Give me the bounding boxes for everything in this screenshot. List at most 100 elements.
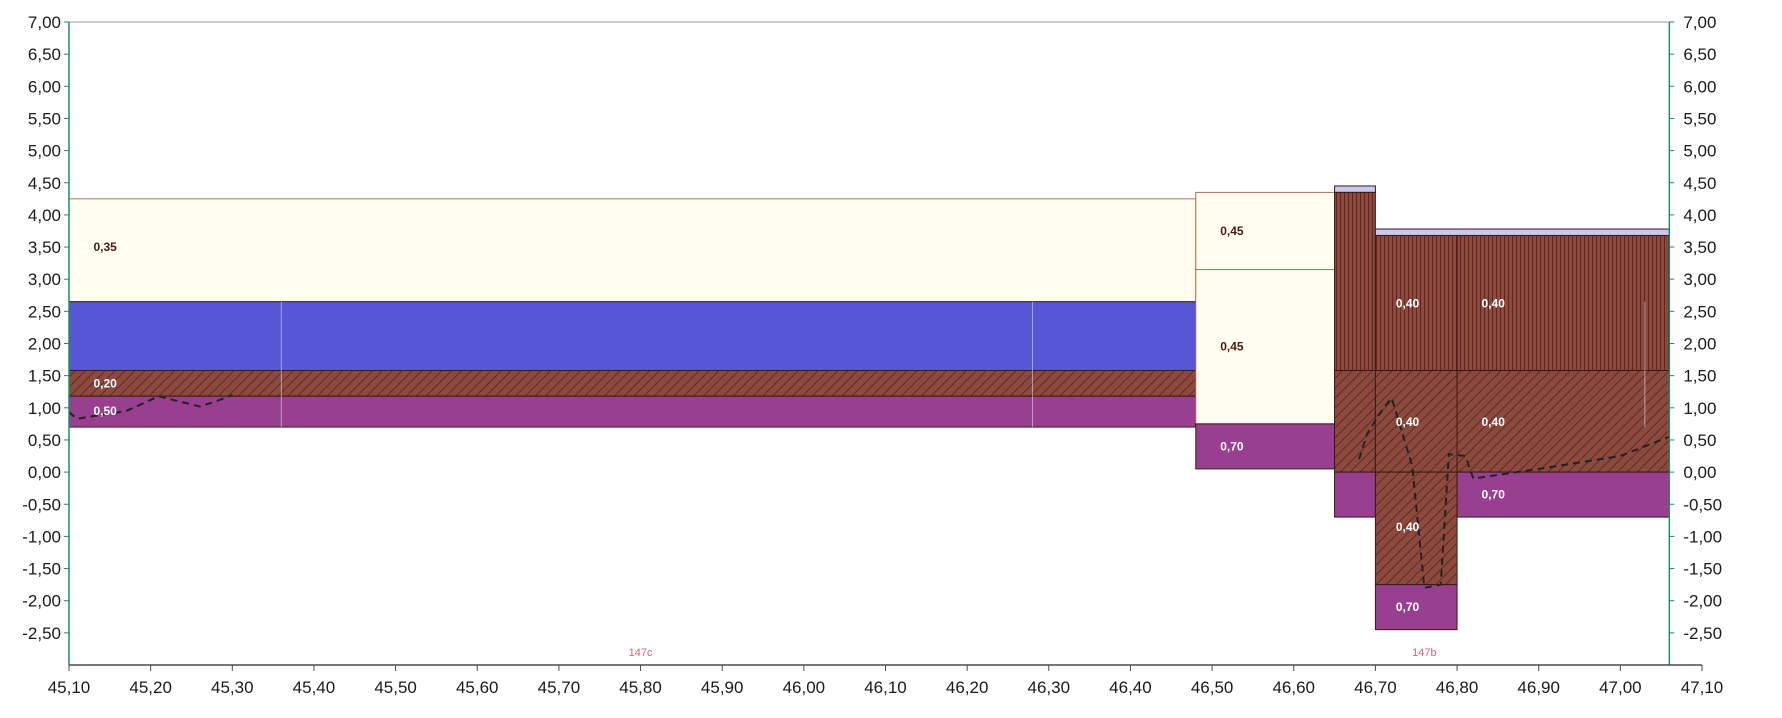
layer-thickness-label: 0,70 (1396, 600, 1420, 614)
layer-thickness-label: 0,40 (1482, 415, 1506, 429)
y-tick-label-left: -2,50 (22, 624, 61, 643)
y-tick-label-left: -2,00 (22, 592, 61, 611)
y-tick-label-left: -0,50 (22, 495, 61, 514)
x-tick-label: 45,90 (701, 678, 744, 697)
x-tick-label: 46,20 (946, 678, 989, 697)
layer-lavender-9 (1374, 228, 1670, 236)
y-tick-label-right: 5,50 (1683, 109, 1716, 128)
layer-thickness-label: 0,45 (1220, 340, 1244, 354)
y-tick-label-right: 7,00 (1683, 13, 1716, 32)
y-tick-label-left: 1,00 (28, 399, 61, 418)
x-tick-label: 46,80 (1436, 678, 1479, 697)
x-tick-label: 46,70 (1354, 678, 1397, 697)
y-tick-label-right: 1,00 (1683, 399, 1716, 418)
layer-thickness-label: 0,50 (93, 404, 117, 418)
y-tick-label-right: -2,00 (1683, 592, 1722, 611)
layer-thickness-label: 0,70 (1482, 488, 1506, 502)
y-tick-label-right: 2,00 (1683, 335, 1716, 354)
layer-thickness-label: 0,40 (1482, 297, 1506, 311)
y-tick-label-left: 6,00 (28, 77, 61, 96)
layer-purple-6 (1195, 423, 1336, 470)
y-tick-label-left: 5,50 (28, 109, 61, 128)
layer-purple-18 (1374, 584, 1458, 631)
layer-thickness-label: 0,40 (1396, 520, 1420, 534)
y-tick-label-right: 0,00 (1683, 463, 1716, 482)
y-tick-label-left: 1,50 (28, 367, 61, 386)
y-tick-label-right: 6,50 (1683, 45, 1716, 64)
x-tick-label: 45,80 (619, 678, 662, 697)
x-tick-label: 45,40 (293, 678, 336, 697)
y-tick-label-right: -2,50 (1683, 624, 1722, 643)
layer-purple-3 (68, 395, 1197, 428)
y-tick-label-left: -1,50 (22, 560, 61, 579)
x-tick-label: 45,20 (129, 678, 172, 697)
y-tick-label-left: 0,00 (28, 463, 61, 482)
layer-lavender-7 (1334, 185, 1376, 193)
x-tick-label: 46,30 (1028, 678, 1071, 697)
x-tick-label: 47,00 (1599, 678, 1642, 697)
section-dividers (280, 301, 1646, 428)
x-tick-label: 45,70 (538, 678, 581, 697)
layer-labels: 0,35 0,20 0,50 0,45 0,45 0,70 0,40 0,40 0,40 0,40… (93, 224, 1505, 659)
x-tick-label: 46,90 (1517, 678, 1560, 697)
x-tick-label: 46,00 (783, 678, 826, 697)
layer-brown-vert-11 (1456, 234, 1670, 372)
y-tick-label-right: 2,50 (1683, 302, 1716, 321)
layer-cream-0 (68, 198, 1197, 303)
layer-blue-1 (68, 301, 1197, 372)
x-tick-label: 46,10 (864, 678, 907, 697)
terrain-line-1 (1358, 396, 1670, 590)
x-tick-label: 46,60 (1272, 678, 1315, 697)
y-tick-label-right: 6,00 (1683, 77, 1716, 96)
layer-thickness-label: 0,40 (1396, 415, 1420, 429)
x-tick-label: 45,30 (211, 678, 254, 697)
terrain-lines (68, 394, 1670, 590)
x-tick-label: 46,40 (1109, 678, 1152, 697)
layer-cream-4 (1195, 191, 1336, 271)
layer-brown-vert-8 (1334, 191, 1376, 372)
y-tick-label-left: 5,00 (28, 142, 61, 161)
y-tick-label-right: 3,00 (1683, 270, 1716, 289)
section-label-147c: 147c (629, 647, 653, 659)
y-tick-label-right: -0,50 (1683, 495, 1722, 514)
layer-brown-hatch-12 (1334, 370, 1376, 473)
y-tick-label-left: 3,50 (28, 238, 61, 257)
y-tick-label-right: 5,00 (1683, 142, 1716, 161)
y-tick-label-left: 3,00 (28, 270, 61, 289)
layer-cream-5 (1195, 269, 1336, 425)
y-tick-label-right: 0,50 (1683, 431, 1716, 450)
layer-thickness-label: 0,70 (1220, 439, 1244, 453)
x-tick-label: 47,10 (1681, 678, 1724, 697)
layer-brown-hatch-14 (1456, 370, 1670, 473)
x-tick-label: 45,60 (456, 678, 499, 697)
y-tick-label-right: -1,50 (1683, 560, 1722, 579)
y-tick-label-left: 2,50 (28, 302, 61, 321)
layer-brown-vert-10 (1374, 234, 1458, 372)
layer-brown-hatch-2 (68, 370, 1197, 397)
layer-thickness-label: 0,20 (93, 376, 117, 390)
x-tick-label: 45,10 (48, 678, 91, 697)
y-tick-label-right: 4,00 (1683, 206, 1716, 225)
section-label-147b: 147b (1412, 647, 1436, 659)
x-tick-label: 46,50 (1191, 678, 1234, 697)
y-tick-label-left: 0,50 (28, 431, 61, 450)
soil-layers (68, 185, 1670, 631)
y-tick-label-right: 3,50 (1683, 238, 1716, 257)
x-tick-label: 45,50 (374, 678, 417, 697)
y-tick-label-left: 4,50 (28, 174, 61, 193)
y-tick-label-left: 2,00 (28, 335, 61, 354)
layer-brown-hatch-13 (1374, 370, 1458, 473)
layer-thickness-label: 0,45 (1220, 224, 1244, 238)
layer-thickness-label: 0,40 (1396, 297, 1420, 311)
y-tick-label-left: 7,00 (28, 13, 61, 32)
y-tick-label-right: 4,50 (1683, 174, 1716, 193)
y-tick-label-left: 4,00 (28, 206, 61, 225)
y-tick-label-left: -1,00 (22, 527, 61, 546)
axes: 7,00 7,00 6,50 6,50 6,00 6,00 5,50 5,50 5,00 5,00… (22, 13, 1723, 697)
y-tick-label-left: 6,50 (28, 45, 61, 64)
layer-purple-16 (1456, 471, 1670, 518)
y-tick-label-right: -1,00 (1683, 527, 1722, 546)
y-tick-label-right: 1,50 (1683, 367, 1716, 386)
